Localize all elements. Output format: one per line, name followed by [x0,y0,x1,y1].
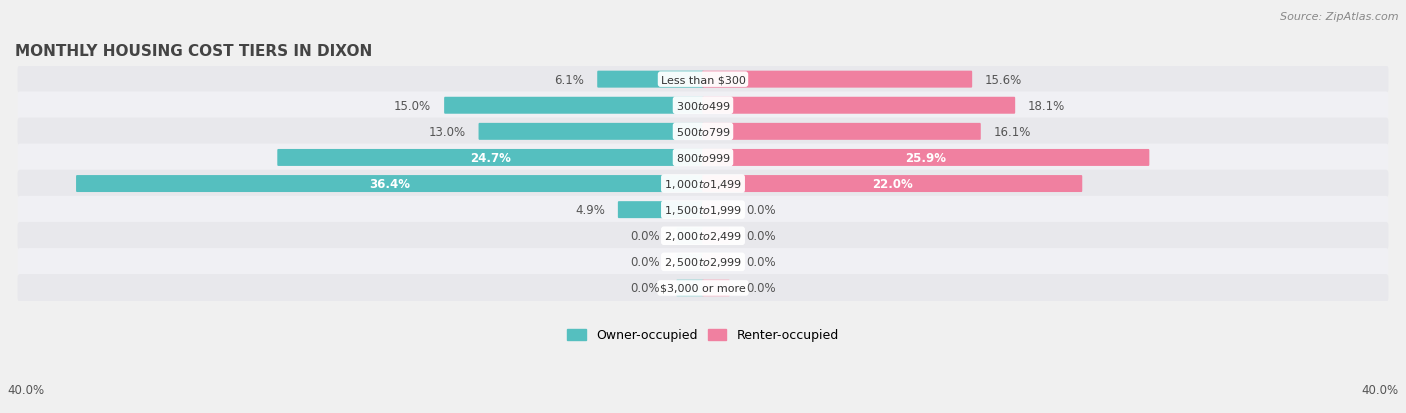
Text: $3,000 or more: $3,000 or more [661,283,745,293]
FancyBboxPatch shape [76,176,704,192]
FancyBboxPatch shape [702,176,1083,192]
Text: 0.0%: 0.0% [630,282,659,295]
Text: Source: ZipAtlas.com: Source: ZipAtlas.com [1281,12,1399,22]
Text: Less than $300: Less than $300 [661,75,745,85]
FancyBboxPatch shape [277,150,704,166]
FancyBboxPatch shape [18,170,1388,198]
Text: $300 to $499: $300 to $499 [675,100,731,112]
FancyBboxPatch shape [598,71,704,88]
Text: $2,500 to $2,999: $2,500 to $2,999 [664,256,742,269]
FancyBboxPatch shape [676,280,704,297]
FancyBboxPatch shape [18,144,1388,172]
Text: $500 to $799: $500 to $799 [675,126,731,138]
FancyBboxPatch shape [702,228,730,244]
Text: 0.0%: 0.0% [630,230,659,243]
FancyBboxPatch shape [702,97,1015,114]
Text: 4.9%: 4.9% [575,204,605,217]
Text: 0.0%: 0.0% [747,204,776,217]
FancyBboxPatch shape [702,280,730,297]
FancyBboxPatch shape [702,71,972,88]
Text: 25.9%: 25.9% [905,152,946,164]
Text: 0.0%: 0.0% [630,256,659,269]
FancyBboxPatch shape [702,150,1149,166]
FancyBboxPatch shape [702,202,730,218]
Text: 36.4%: 36.4% [370,178,411,190]
Legend: Owner-occupied, Renter-occupied: Owner-occupied, Renter-occupied [562,324,844,347]
Text: MONTHLY HOUSING COST TIERS IN DIXON: MONTHLY HOUSING COST TIERS IN DIXON [15,44,373,59]
Text: $1,500 to $1,999: $1,500 to $1,999 [664,204,742,217]
FancyBboxPatch shape [18,248,1388,276]
Text: 18.1%: 18.1% [1028,100,1066,112]
FancyBboxPatch shape [18,196,1388,224]
Text: 0.0%: 0.0% [747,282,776,295]
FancyBboxPatch shape [478,123,704,140]
Text: 0.0%: 0.0% [747,230,776,243]
Text: 16.1%: 16.1% [994,126,1031,138]
FancyBboxPatch shape [617,202,704,218]
Text: 40.0%: 40.0% [1362,384,1399,396]
Text: $2,000 to $2,499: $2,000 to $2,499 [664,230,742,243]
FancyBboxPatch shape [18,275,1388,302]
Text: 0.0%: 0.0% [747,256,776,269]
Text: $1,000 to $1,499: $1,000 to $1,499 [664,178,742,190]
Text: $800 to $999: $800 to $999 [675,152,731,164]
Text: 22.0%: 22.0% [872,178,912,190]
Text: 24.7%: 24.7% [470,152,510,164]
Text: 40.0%: 40.0% [7,384,44,396]
FancyBboxPatch shape [702,123,981,140]
Text: 15.6%: 15.6% [986,74,1022,86]
FancyBboxPatch shape [676,228,704,244]
Text: 15.0%: 15.0% [394,100,432,112]
FancyBboxPatch shape [18,118,1388,146]
FancyBboxPatch shape [18,66,1388,94]
FancyBboxPatch shape [702,254,730,271]
Text: 6.1%: 6.1% [554,74,585,86]
FancyBboxPatch shape [18,92,1388,120]
FancyBboxPatch shape [444,97,704,114]
FancyBboxPatch shape [676,254,704,271]
FancyBboxPatch shape [18,222,1388,250]
Text: 13.0%: 13.0% [429,126,465,138]
